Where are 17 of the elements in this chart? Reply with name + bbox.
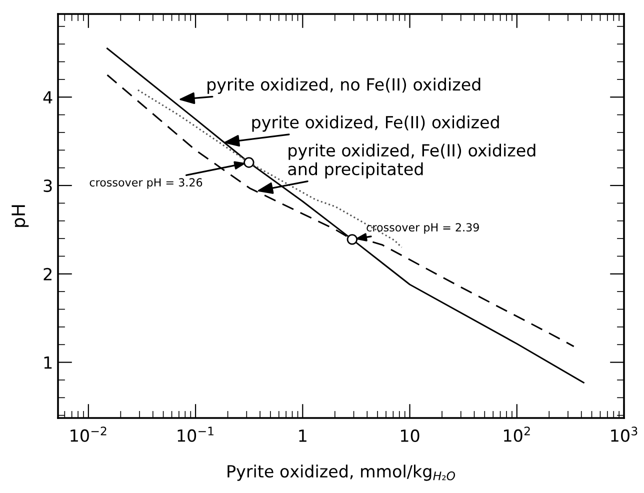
x-tick-label: 10$^{3}$	[611, 426, 638, 442]
x-axis-title: Pyrite oxidized, mmol/kg$_{H₂O}$	[228, 464, 456, 481]
annotation: pyrite oxidized, Fe(II) oxidized	[252, 116, 499, 132]
y-axis-title: pH	[12, 205, 29, 227]
x-tick-label: 10$^{−2}$	[70, 426, 106, 442]
annotation: crossover pH = 3.26	[90, 178, 202, 189]
annotation: pyrite oxidized, Fe(II) oxidized and precipitated	[288, 144, 536, 179]
annotation: pyrite oxidized, no Fe(II) oxidized	[208, 78, 480, 94]
y-tick-label: 1	[44, 356, 52, 369]
y-tick-label: 2	[44, 268, 52, 280]
x-tick-label: 10	[400, 429, 420, 442]
annotation: crossover pH = 2.39	[366, 223, 479, 234]
x-tick-label: 1	[299, 430, 306, 442]
x-tick-label: 10$^{2}$	[504, 426, 530, 442]
y-tick-label: 3	[44, 179, 52, 192]
y-tick-label: 4	[43, 91, 52, 104]
x-tick-label: 10$^{−1}$	[178, 426, 214, 442]
